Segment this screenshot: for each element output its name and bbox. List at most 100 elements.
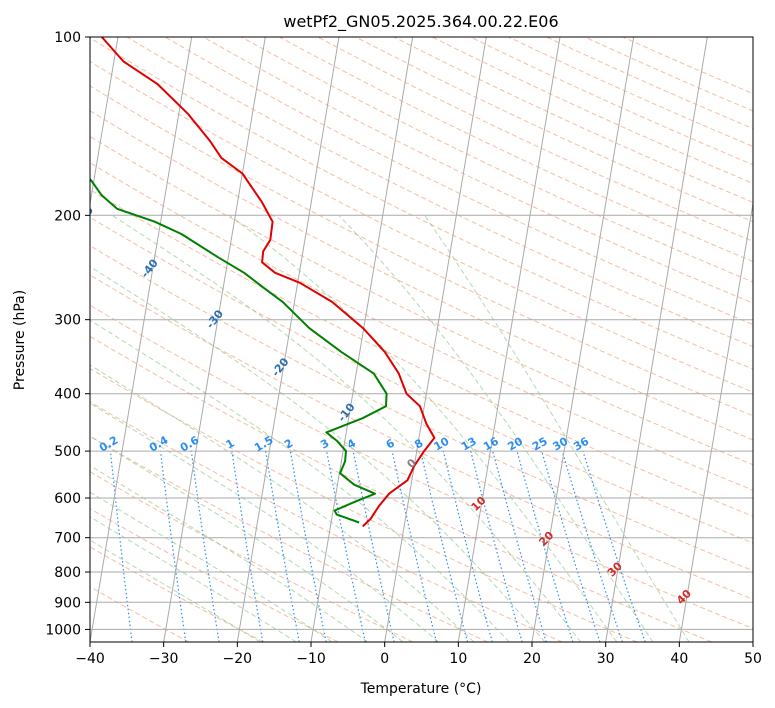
moist-adiabat xyxy=(90,364,475,642)
dry-adiabat xyxy=(317,37,753,242)
dry-adiabat xyxy=(584,37,753,112)
wet-bulb-label: 20 xyxy=(536,529,556,549)
mixing-ratio-line xyxy=(159,451,187,642)
dry-adiabat xyxy=(164,37,753,326)
y-tick-label: 900 xyxy=(54,595,81,611)
dry-adiabat xyxy=(90,85,753,417)
x-tick-label: −20 xyxy=(223,651,253,667)
dry-adiabat xyxy=(393,37,753,203)
y-tick-label: 800 xyxy=(54,565,81,581)
dry-adiabat xyxy=(279,37,753,263)
x-tick-label: −30 xyxy=(149,651,179,667)
moist-adiabat xyxy=(90,265,546,642)
dry-adiabat xyxy=(126,37,753,348)
axes: −40 −30 −20 −10 0 10 20 30 40 50 100 200 300 400 500 60… xyxy=(45,30,762,667)
y-tick-label: 600 xyxy=(54,491,81,507)
dry-adiabat xyxy=(431,37,753,184)
isotherm-label: -60 xyxy=(10,147,33,171)
moist-adiabat xyxy=(90,319,510,642)
isotherm-line xyxy=(531,37,635,642)
moist-adiabat xyxy=(90,435,404,642)
y-tick-label: 200 xyxy=(54,208,81,224)
x-tick-label: 40 xyxy=(670,651,688,667)
mixing-ratio-label: 8 xyxy=(412,437,425,452)
isotherm-line xyxy=(90,37,193,642)
mixing-ratio-line xyxy=(420,450,469,642)
mixing-ratio-line xyxy=(561,450,623,642)
moist-adiabat xyxy=(90,465,368,642)
mixing-ratio-line xyxy=(442,450,493,642)
mixing-ratio-line xyxy=(541,450,601,642)
dry-adiabat xyxy=(355,37,753,223)
dry-adiabat xyxy=(90,60,753,393)
moist-adiabat xyxy=(90,491,333,642)
moist-adiabat xyxy=(90,539,261,642)
mixing-ratio-line xyxy=(231,451,264,642)
dry-adiabat xyxy=(90,335,712,642)
x-tick-label: 20 xyxy=(523,651,541,667)
x-tick-label: −40 xyxy=(75,651,105,667)
wet-bulb-label: 40 xyxy=(674,587,694,607)
dry-adiabat xyxy=(90,162,753,491)
isotherm-label: -30 xyxy=(204,307,227,331)
y-axis-title: Pressure (hPa) xyxy=(12,290,28,390)
mixing-ratio-line xyxy=(265,450,300,642)
y-tick-label: 100 xyxy=(54,30,81,46)
mixing-ratio-line xyxy=(326,450,366,642)
dry-adiabat xyxy=(508,37,753,148)
dry-adiabat xyxy=(90,135,753,466)
mixing-ratio-line xyxy=(492,450,547,642)
isotherm-line xyxy=(236,37,340,642)
dry-adiabat xyxy=(202,37,753,304)
profile-series xyxy=(90,37,436,528)
plot-frame xyxy=(89,36,754,643)
x-tick-label: 0 xyxy=(380,651,389,667)
isotherm-line xyxy=(384,37,487,642)
dry-adiabat xyxy=(90,304,753,630)
isotherm-line xyxy=(457,37,561,642)
isotherm-label: -50 xyxy=(74,204,97,228)
mixing-ratio-label: 3 xyxy=(318,437,331,452)
dry-adiabat xyxy=(90,471,414,642)
y-tick-label: 500 xyxy=(54,444,81,460)
moist-adiabat xyxy=(90,402,439,642)
moist-adiabat xyxy=(424,215,690,642)
dry-adiabat xyxy=(470,37,753,166)
x-tick-label: 50 xyxy=(744,651,762,667)
x-tick-label: 10 xyxy=(449,651,467,667)
y-tick-label: 700 xyxy=(54,531,81,547)
isotherm-line xyxy=(752,638,753,642)
dry-adiabat xyxy=(90,189,753,517)
dry-adiabat xyxy=(90,401,563,642)
x-tick-label: −10 xyxy=(296,651,326,667)
background-grid xyxy=(90,37,753,642)
dry-adiabat xyxy=(90,546,264,642)
mixing-ratio-line xyxy=(109,451,133,642)
x-tick-label: 30 xyxy=(597,651,615,667)
moist-adiabat xyxy=(111,214,582,642)
dewpoint-profile-line xyxy=(90,177,388,524)
dry-adiabat xyxy=(90,367,638,642)
mixing-ratio-line xyxy=(289,450,327,642)
isotherm-line xyxy=(605,37,708,642)
isotherm-line xyxy=(310,37,414,642)
isotherm-line xyxy=(90,37,119,207)
chart-title: wetPf2_GN05.2025.364.00.22.E06 xyxy=(283,12,558,32)
temperature-profile-line xyxy=(101,37,436,528)
isotherm-line xyxy=(678,200,753,642)
y-tick-label: 300 xyxy=(54,313,81,329)
moist-adiabat xyxy=(338,214,654,642)
isotherm-label: -20 xyxy=(269,355,292,379)
moist-adiabat xyxy=(229,214,618,642)
dry-adiabat xyxy=(90,37,753,370)
mixing-ratio-line xyxy=(516,450,574,642)
dry-adiabat xyxy=(90,245,753,572)
mixing-ratio-label: 4 xyxy=(345,436,358,451)
mixing-ratio-line xyxy=(582,450,646,642)
dry-adiabat xyxy=(90,274,753,600)
y-tick-label: 1000 xyxy=(45,622,81,638)
isotherm-line xyxy=(163,37,266,642)
dry-adiabat xyxy=(90,507,339,642)
dry-adiabat xyxy=(90,216,753,544)
